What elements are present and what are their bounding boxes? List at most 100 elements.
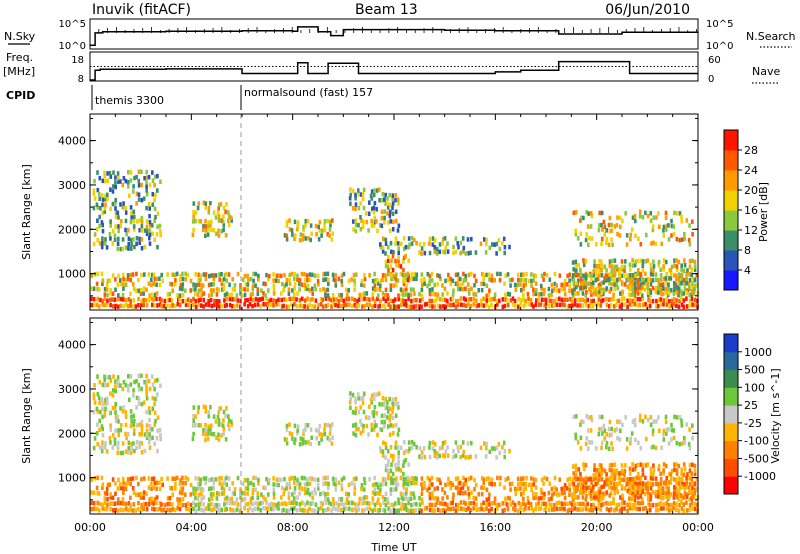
velocity-cell xyxy=(309,501,313,506)
power-cell xyxy=(337,303,340,309)
velocity-cell xyxy=(390,453,393,458)
power-cell xyxy=(181,293,185,298)
velocity-cell xyxy=(428,485,431,491)
velocity-cell xyxy=(114,414,118,419)
y-tick-label: 4000 xyxy=(58,339,86,352)
velocity-cell xyxy=(501,508,505,514)
velocity-cell xyxy=(664,419,668,425)
power-cell xyxy=(610,268,614,274)
velocity-cell xyxy=(607,446,611,451)
velocity-cell xyxy=(644,414,647,420)
velocity-cell xyxy=(386,424,390,429)
velocity-cell xyxy=(400,501,403,507)
power-cell xyxy=(124,218,128,224)
velocity-cell xyxy=(660,445,663,451)
velocity-cell xyxy=(361,501,364,506)
power-cell xyxy=(641,263,645,268)
power-cell xyxy=(298,238,302,243)
power-cell xyxy=(383,293,387,298)
velocity-cell xyxy=(506,495,510,501)
power-cell xyxy=(456,286,460,292)
power-cell xyxy=(373,283,377,288)
velocity-cell xyxy=(511,481,514,486)
velocity-cell xyxy=(568,476,572,481)
power-cell xyxy=(327,281,330,287)
velocity-cell xyxy=(298,502,302,507)
power-cell xyxy=(402,246,406,251)
power-cell xyxy=(129,205,133,210)
power-cell xyxy=(485,241,488,247)
velocity-cell xyxy=(625,437,629,442)
x-tick-label: 12:00 xyxy=(378,521,410,534)
power-colorbar-label: Power [dB] xyxy=(757,182,770,242)
velocity-cell xyxy=(423,506,427,511)
power-cell xyxy=(474,250,478,255)
power-cell xyxy=(109,174,113,179)
power-cell xyxy=(145,184,148,189)
velocity-cell xyxy=(376,500,379,505)
velocity-cell xyxy=(189,508,192,513)
velocity-cell xyxy=(101,414,104,420)
power-cell xyxy=(334,278,337,283)
power-cell xyxy=(589,289,593,295)
velocity-cell xyxy=(221,482,224,487)
power-cell xyxy=(634,289,637,294)
velocity-cell xyxy=(249,480,253,486)
power-cell xyxy=(420,278,423,283)
velocity-cell xyxy=(594,476,598,481)
velocity-cell xyxy=(662,495,665,501)
power-cell xyxy=(340,303,343,309)
power-cell xyxy=(619,291,622,296)
power-cell xyxy=(459,240,463,246)
power-cell xyxy=(623,282,627,287)
velocity-cell xyxy=(662,437,666,442)
power-cell xyxy=(116,296,120,302)
velocity-cell xyxy=(132,393,135,398)
power-cell xyxy=(153,218,156,223)
velocity-cell xyxy=(608,463,612,468)
velocity-cell xyxy=(620,468,624,474)
velocity-cell xyxy=(395,476,398,481)
velocity-cell xyxy=(207,502,210,508)
velocity-cell xyxy=(409,508,413,514)
velocity-cell xyxy=(693,463,697,469)
velocity-cell xyxy=(490,477,494,482)
velocity-cell xyxy=(685,508,689,513)
cpid-segment-1: themis 3300 xyxy=(95,94,164,107)
power-cell xyxy=(129,246,133,251)
power-cell xyxy=(534,302,538,308)
velocity-cell xyxy=(581,495,585,500)
velocity-cell xyxy=(311,508,314,513)
power-cell xyxy=(111,189,115,194)
velocity-cell xyxy=(485,445,488,451)
velocity-cell xyxy=(93,506,96,511)
power-cell xyxy=(132,224,136,229)
power-cell xyxy=(590,276,593,281)
velocity-cell xyxy=(162,507,166,513)
velocity-cell xyxy=(222,427,226,432)
velocity-cell xyxy=(449,485,453,491)
power-cell xyxy=(407,245,411,250)
power-cell xyxy=(592,298,595,304)
power-cell xyxy=(682,268,686,273)
velocity-cell xyxy=(472,500,475,506)
power-cell xyxy=(104,237,107,242)
velocity-cell xyxy=(435,500,439,505)
power-cell xyxy=(469,303,473,309)
velocity-cell xyxy=(151,374,154,379)
velocity-cell xyxy=(387,475,390,481)
power-cell xyxy=(688,223,691,228)
power-cell xyxy=(543,297,546,302)
velocity-cell xyxy=(181,480,185,486)
velocity-cell xyxy=(150,500,154,506)
velocity-cell xyxy=(649,466,653,472)
velocity-cell xyxy=(621,477,624,482)
velocity-cell xyxy=(225,506,228,512)
power-cell xyxy=(662,267,665,272)
velocity-cell xyxy=(662,432,665,437)
power-cell xyxy=(114,180,117,185)
velocity-cell xyxy=(277,506,280,511)
power-cell xyxy=(131,272,135,277)
power-cell xyxy=(131,304,135,309)
power-cell xyxy=(143,228,147,233)
